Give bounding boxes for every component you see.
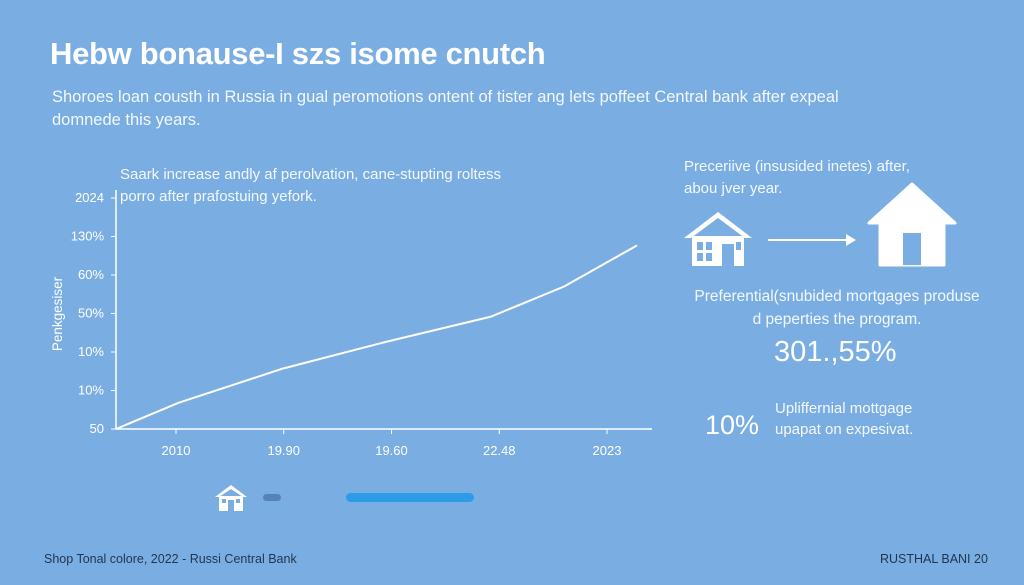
- y-tick-label: 50%: [78, 306, 104, 321]
- x-tick-label: 22.48: [483, 443, 516, 458]
- house-small-icon: [215, 485, 247, 511]
- percent-stat-value: 10%: [705, 410, 760, 440]
- y-tick-label: 50: [90, 421, 104, 436]
- y-tick-label: 130%: [71, 229, 105, 244]
- x-tick-label: 19.90: [267, 443, 300, 458]
- uplift-text: Upliffernial mottgage upapat on expesiva…: [775, 400, 914, 438]
- x-tick-labels: 2010 19.90 19.60 22.48 2023: [162, 443, 622, 458]
- y-tick-labels: 2024 130% 60% 50% 10% 10% 50: [71, 190, 105, 436]
- right-caption: Preceriive (insusided inetes) after, abo…: [684, 158, 910, 197]
- preferential-text: Preferential(snubided mortgages produse …: [694, 288, 980, 328]
- series-line: [115, 244, 638, 430]
- house-large-icon: [867, 182, 957, 267]
- x-tick-label: 19.60: [375, 443, 408, 458]
- progress-bar: [346, 493, 474, 502]
- y-tick-label: 10%: [78, 383, 104, 398]
- y-axis-label: Penkgesiser: [50, 276, 65, 351]
- footer-source: Shop Tonal colore, 2022 - Russi Central …: [44, 552, 297, 566]
- chart-note: Saark increase andly af perolvation, can…: [120, 166, 502, 205]
- page-subtitle: Shoroes loan cousth in Russia in gual pe…: [52, 88, 839, 129]
- footer-brand: RUSTHAL BANI 20: [880, 552, 988, 566]
- y-tick-label: 2024: [75, 190, 104, 205]
- big-stat-value: 301.,55%: [774, 336, 897, 368]
- x-tick-label: 2010: [162, 443, 191, 458]
- arrow-right-icon: [768, 234, 856, 246]
- chart-series: [115, 244, 638, 430]
- y-tick-label: 60%: [78, 267, 104, 282]
- slider-handle: [263, 494, 281, 501]
- page-title: Hebw bonause-I szs isome cnutch: [50, 36, 546, 71]
- x-tick-label: 2023: [593, 443, 622, 458]
- house-icon: [684, 212, 752, 266]
- chart-axes: [111, 190, 652, 434]
- y-tick-label: 10%: [78, 344, 104, 359]
